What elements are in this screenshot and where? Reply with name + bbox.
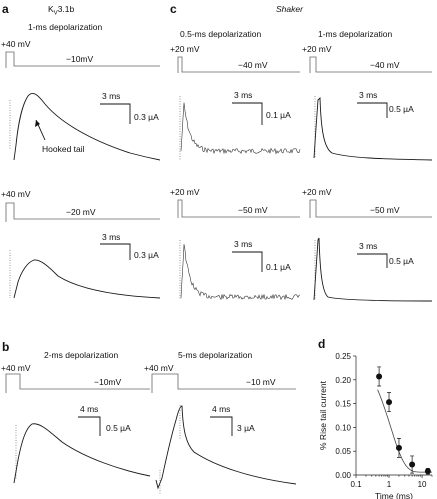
panel-a-bottom-command bbox=[5, 202, 160, 222]
panel-b-right-hold: +40 mV bbox=[144, 363, 174, 373]
panel-d-data-point bbox=[376, 373, 383, 380]
panel-c-tr-hold: +20 mV bbox=[302, 44, 332, 54]
panel-d-data-point bbox=[395, 444, 402, 451]
panel-a-bottom-step: −20 mV bbox=[66, 207, 96, 217]
panel-b-right-scalebar bbox=[210, 416, 233, 436]
panel-c-br-time-bar: 3 ms bbox=[359, 241, 377, 251]
panel-d-y-tick-label: 0.25 bbox=[335, 352, 351, 361]
panel-c-bl-scalebar bbox=[232, 251, 263, 272]
panel-c-tl-current-bar: 0.1 µA bbox=[266, 110, 291, 120]
panel-d-y-tick-label: 0.10 bbox=[335, 423, 351, 432]
panel-c-tr-current-bar: 0.5 µA bbox=[389, 104, 414, 114]
panel-c-label: c bbox=[170, 2, 177, 16]
panel-c-tr-time-bar: 3 ms bbox=[359, 90, 377, 100]
panel-c-br-hold: +20 mV bbox=[302, 187, 332, 197]
panel-d-label: d bbox=[318, 337, 325, 351]
panel-a-label: a bbox=[2, 2, 9, 16]
panel-b-left-hold: +40 mV bbox=[1, 363, 31, 373]
panel-c-bl-command bbox=[177, 199, 300, 218]
panel-d-y-tick-label: 0.00 bbox=[335, 471, 351, 480]
panel-b-right-trace bbox=[155, 405, 297, 490]
panel-c-tr-command bbox=[309, 56, 432, 73]
panel-a-channel: KV3.1b bbox=[48, 4, 75, 17]
panel-a-top-trace bbox=[13, 93, 161, 161]
panel-c-br-scalebar bbox=[357, 253, 388, 268]
panel-a-protocol: 1-ms depolarization bbox=[28, 22, 102, 32]
panel-a-bottom-scalebar bbox=[100, 243, 131, 260]
panel-b-left-command bbox=[5, 373, 150, 393]
panel-d-x-tick-label: 1 bbox=[387, 480, 392, 489]
panel-c-br-current-bar: 0.5 µA bbox=[389, 256, 414, 266]
panel-a-bottom-hold: +40 mV bbox=[1, 189, 31, 199]
panel-b-label: b bbox=[2, 340, 9, 354]
panel-a-annotation: Hooked tail bbox=[42, 144, 85, 154]
panel-b-left-scalebar bbox=[78, 416, 101, 436]
panel-d-axes bbox=[355, 356, 432, 476]
panel-c-tl-scalebar bbox=[232, 102, 263, 125]
panel-a-bottom-trace bbox=[13, 259, 161, 299]
panel-d-y-tick-label: 0.15 bbox=[335, 400, 351, 409]
panel-a-top-step: −10mV bbox=[66, 54, 93, 64]
panel-c-tl-hold: +20 mV bbox=[170, 44, 200, 54]
panel-d-ylabel: % Rise tail current bbox=[318, 380, 328, 450]
panel-b-right-command bbox=[151, 373, 296, 393]
panel-c-bl-hold: +20 mV bbox=[170, 187, 200, 197]
panel-c-left-protocol: 0.5-ms depolarization bbox=[180, 29, 262, 39]
panel-c-tl-time-bar: 3 ms bbox=[234, 90, 252, 100]
panel-a-bottom-current-bar: 0.3 µA bbox=[134, 250, 159, 260]
panel-a-top-hold: +40 mV bbox=[1, 39, 31, 49]
panel-d-xlabel: Time (ms) bbox=[375, 491, 413, 499]
panel-d-data-point bbox=[409, 461, 416, 468]
panel-c-channel: Shaker bbox=[276, 4, 304, 14]
panel-c-tr-step: −40 mV bbox=[370, 60, 400, 70]
panel-c-tl-step: −40 mV bbox=[238, 60, 268, 70]
panel-d-x-tick-label: 0.1 bbox=[350, 480, 362, 489]
panel-c-tl-trace bbox=[180, 102, 301, 155]
panel-b-left-trace bbox=[13, 423, 151, 484]
panel-c-br-trace bbox=[313, 237, 433, 302]
panel-b-left-time-bar: 4 ms bbox=[80, 404, 98, 414]
panel-b-right-current-bar: 3 µA bbox=[237, 423, 255, 433]
panel-c-right-protocol: 1-ms depolarization bbox=[318, 29, 392, 39]
panel-d-y-tick-label: 0.20 bbox=[335, 376, 351, 385]
panel-a-top-current-bar: 0.3 µA bbox=[134, 112, 159, 122]
panel-a-arrow-head bbox=[35, 120, 40, 127]
panel-c-tr-trace bbox=[313, 96, 433, 161]
panel-a-top-time-bar: 3 ms bbox=[102, 91, 120, 101]
panel-c-bl-trace bbox=[180, 244, 301, 301]
panel-c-br-step: −50 mV bbox=[370, 205, 400, 215]
panel-c-bl-time-bar: 3 ms bbox=[234, 239, 252, 249]
panel-a-bottom-time-bar: 3 ms bbox=[102, 232, 120, 242]
panel-d-data-point bbox=[386, 399, 393, 406]
panel-c-tl-command bbox=[177, 56, 300, 73]
panel-d-x-tick-label: 10 bbox=[418, 480, 427, 489]
panel-c-br-command bbox=[309, 199, 432, 218]
panel-b-right-step: −10 mV bbox=[246, 377, 276, 387]
panel-d-data-point bbox=[424, 468, 431, 475]
panel-b-left-protocol: 2-ms depolarization bbox=[44, 350, 118, 360]
panel-a-top-scalebar bbox=[100, 103, 131, 124]
panel-c-tr-scalebar bbox=[357, 102, 388, 118]
panel-b-left-current-bar: 0.5 µA bbox=[106, 423, 131, 433]
panel-c-bl-step: −50 mV bbox=[238, 205, 268, 215]
panel-d-chart: 0.00 0.05 0.10 0.15 0.20 0.25 0.1 1 10 Time (ms)%… bbox=[318, 352, 433, 499]
panel-d-fit-curve bbox=[377, 389, 432, 473]
panel-b-right-protocol: 5-ms depolarization bbox=[178, 350, 252, 360]
panel-b-left-step: −10mV bbox=[94, 377, 121, 387]
panel-d-y-tick-label: 0.05 bbox=[335, 447, 351, 456]
panel-b-right-time-bar: 4 ms bbox=[212, 404, 230, 414]
panel-a-top-command bbox=[5, 51, 160, 68]
panel-c-bl-current-bar: 0.1 µA bbox=[266, 262, 291, 272]
